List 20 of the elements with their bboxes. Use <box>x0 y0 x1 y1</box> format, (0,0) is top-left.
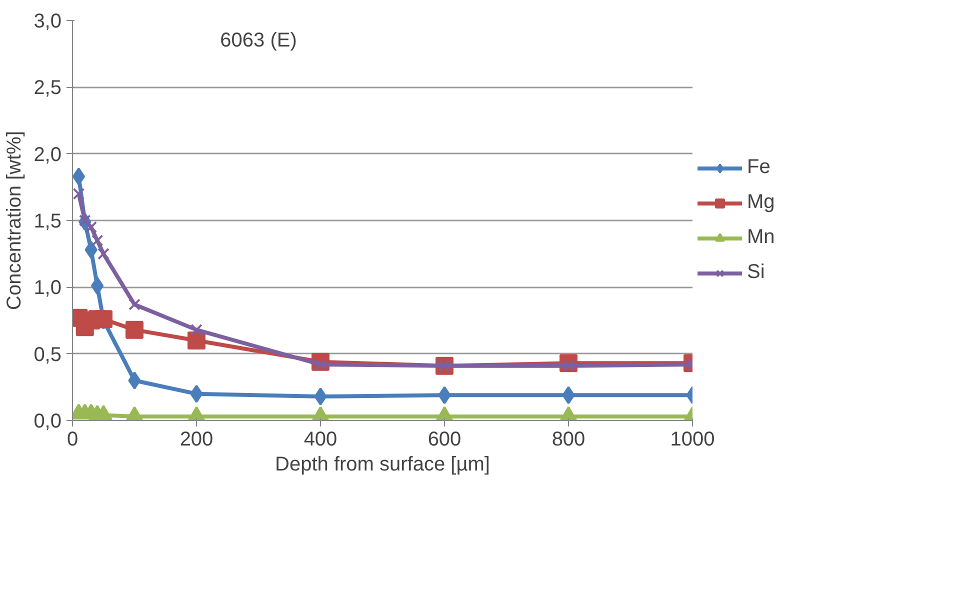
x-tick-label: 0 <box>66 428 78 450</box>
x-tick-label: 1000 <box>670 428 715 450</box>
y-tick-label: 1,5 <box>34 210 62 232</box>
y-tick-label: 3,0 <box>34 10 62 32</box>
y-tick-label: 2,5 <box>34 77 62 100</box>
x-tick-label: 800 <box>552 428 586 450</box>
y-axis-title: Concentration [wt%] <box>4 131 26 310</box>
legend-label: Si <box>747 261 766 284</box>
legend-label: Mn <box>747 226 775 249</box>
y-tick-label: 2,0 <box>34 144 62 166</box>
x-tick-label: 600 <box>428 428 462 450</box>
x-tick-label: 200 <box>180 428 214 450</box>
x-tick-label: 400 <box>304 428 338 450</box>
legend-label: Mg <box>747 191 775 214</box>
legend-label: Fe <box>747 156 770 179</box>
chart-title: 6063 (E) <box>220 30 297 52</box>
y-tick-label: 0,5 <box>34 344 62 366</box>
y-tick-label: 0,0 <box>34 410 62 432</box>
y-tick-label: 1,0 <box>34 277 62 300</box>
x-axis-title: Depth from surface [µm] <box>275 454 490 476</box>
